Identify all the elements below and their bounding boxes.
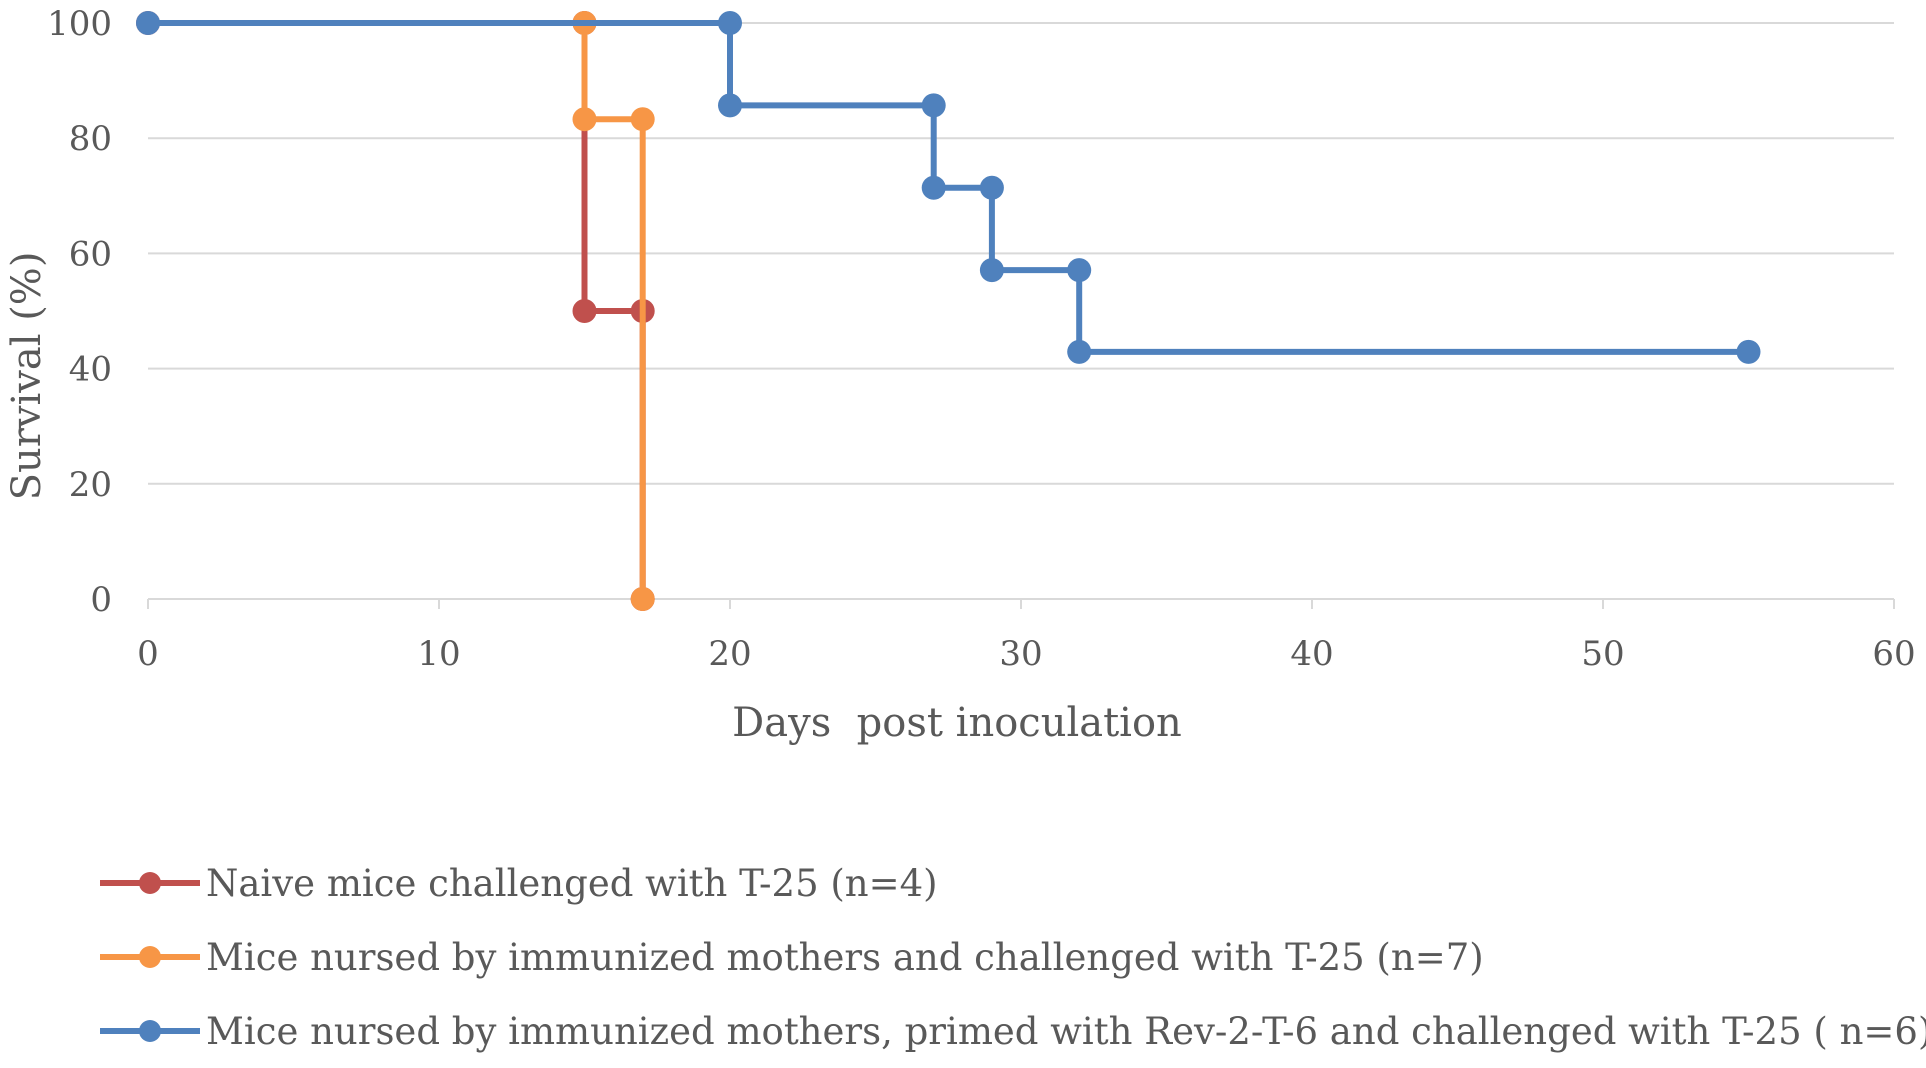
data-point-2-1	[718, 11, 742, 35]
y-tick-label: 80	[69, 119, 112, 159]
data-point-1-1	[572, 107, 597, 132]
data-point-0-2	[572, 299, 597, 323]
x-axis	[147, 598, 1895, 609]
legend-swatch-nursed	[100, 946, 200, 968]
series-0	[136, 11, 655, 611]
series-group	[136, 11, 1761, 611]
x-tick-label: 20	[708, 634, 751, 674]
y-axis-title: Survival (%)	[4, 252, 50, 501]
data-point-2-2	[718, 93, 742, 118]
x-tick-label: 0	[137, 634, 159, 674]
series-2	[136, 11, 1761, 364]
data-point-2-3	[921, 93, 946, 118]
y-tick-label: 60	[69, 234, 112, 274]
legend-label-primed: Mice nursed by immunized mothers, primed…	[206, 1009, 1926, 1053]
x-axis-ticks: 0 10 20 30 40 50 60	[137, 634, 1915, 674]
legend-swatch-naive	[100, 872, 200, 894]
data-point-1-2	[630, 107, 655, 132]
data-point-2-5	[979, 175, 1004, 200]
x-tick-label: 60	[1872, 634, 1915, 674]
data-point-2-6	[979, 258, 1004, 283]
series-line-1	[581, 23, 646, 599]
legend: Naive mice challenged with T-25 (n=4) Mi…	[100, 846, 1926, 1068]
gridlines	[148, 22, 1894, 485]
legend-item-nursed: Mice nursed by immunized mothers and cha…	[100, 920, 1926, 994]
data-point-2-4	[921, 175, 946, 200]
data-point-2-7	[1067, 258, 1092, 283]
x-tick-label: 40	[1290, 634, 1333, 674]
x-tick-label: 50	[1581, 634, 1624, 674]
data-point-1-3	[630, 587, 655, 611]
y-axis-ticks: 0 20 40 60 80 100	[47, 4, 112, 620]
y-tick-label: 40	[69, 350, 112, 390]
y-tick-label: 0	[90, 580, 112, 620]
legend-item-primed: Mice nursed by immunized mothers, primed…	[100, 994, 1926, 1068]
data-point-2-0	[136, 11, 160, 35]
series-line-0	[148, 20, 646, 599]
legend-item-naive: Naive mice challenged with T-25 (n=4)	[100, 846, 1926, 920]
data-point-2-9	[1736, 339, 1761, 364]
y-tick-label: 100	[47, 4, 112, 44]
legend-swatch-primed	[100, 1020, 200, 1042]
legend-label-naive: Naive mice challenged with T-25 (n=4)	[206, 861, 938, 905]
x-axis-title: Days post inoculation	[732, 700, 1182, 746]
data-point-2-8	[1067, 339, 1092, 364]
x-tick-label: 30	[999, 634, 1042, 674]
y-tick-label: 20	[69, 465, 112, 505]
x-tick-label: 10	[417, 634, 460, 674]
legend-label-nursed: Mice nursed by immunized mothers and cha…	[206, 935, 1484, 979]
series-line-2	[148, 20, 1749, 355]
